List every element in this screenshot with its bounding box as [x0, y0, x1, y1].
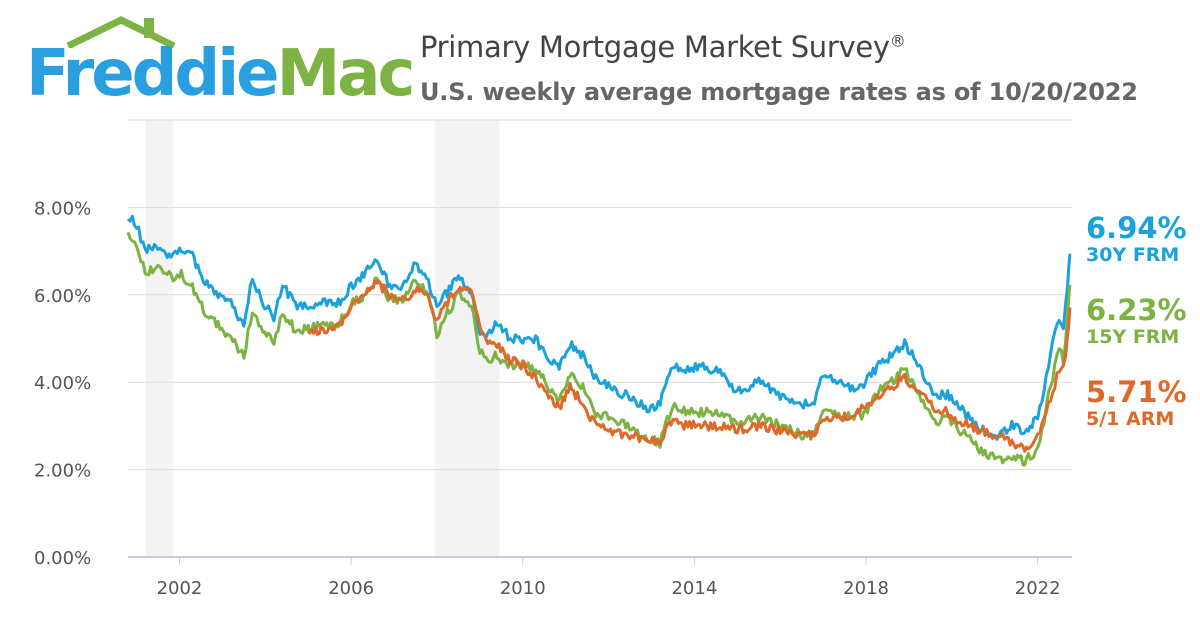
- y-tick-label: 2.00%: [34, 461, 91, 482]
- end-label-series-name: 5/1 ARM: [1086, 408, 1175, 430]
- end-label-30y-frm: 6.94% 30Y FRM: [1086, 212, 1187, 266]
- x-tick-label: 2022: [1015, 578, 1061, 599]
- series-line-5-1-arm: [306, 279, 1072, 453]
- recession-band-1: [434, 120, 500, 557]
- end-label-series-name: 15Y FRM: [1086, 326, 1180, 348]
- end-label-value: 5.71%: [1086, 375, 1187, 409]
- x-tick-label: 2006: [328, 578, 374, 599]
- axes: 0.00% 2.00% 4.00% 6.00% 8.00% 2002 2006 2010 201…: [34, 198, 1072, 599]
- freddie-mac-logo: FreddieMac: [26, 16, 415, 106]
- logo-text-mac: Mac: [276, 37, 416, 111]
- series-lines: [126, 214, 1072, 467]
- chart-subtitle: U.S. weekly average mortgage rates as of…: [420, 78, 1138, 106]
- logo-text-freddie: Freddie: [26, 37, 280, 111]
- y-tick-label: 6.00%: [34, 286, 91, 307]
- recession-bands: [145, 120, 500, 557]
- registered-mark: ®: [889, 31, 906, 51]
- logo-wordmark: FreddieMac: [26, 42, 415, 106]
- end-label-5-1-arm: 5.71% 5/1 ARM: [1086, 376, 1187, 430]
- recession-band-0: [145, 120, 174, 557]
- x-tick-label: 2018: [843, 578, 889, 599]
- chart-title-text: Primary Mortgage Market Survey: [420, 30, 890, 64]
- series-line-30y-frm: [126, 214, 1072, 441]
- house-roof-icon: [66, 16, 176, 48]
- y-tick-label: 8.00%: [34, 198, 91, 219]
- x-tick-label: 2014: [671, 578, 717, 599]
- chart-title: Primary Mortgage Market Survey®: [420, 30, 906, 64]
- end-label-series-name: 30Y FRM: [1086, 244, 1180, 266]
- end-label-15y-frm: 6.23% 15Y FRM: [1086, 294, 1187, 348]
- y-tick-label: 4.00%: [34, 373, 91, 394]
- end-label-value: 6.94%: [1086, 211, 1187, 245]
- series-line-15y-frm: [126, 231, 1072, 467]
- y-tick-label: 0.00%: [34, 548, 91, 569]
- end-label-value: 6.23%: [1086, 293, 1187, 327]
- x-tick-label: 2010: [500, 578, 546, 599]
- x-tick-label: 2002: [157, 578, 203, 599]
